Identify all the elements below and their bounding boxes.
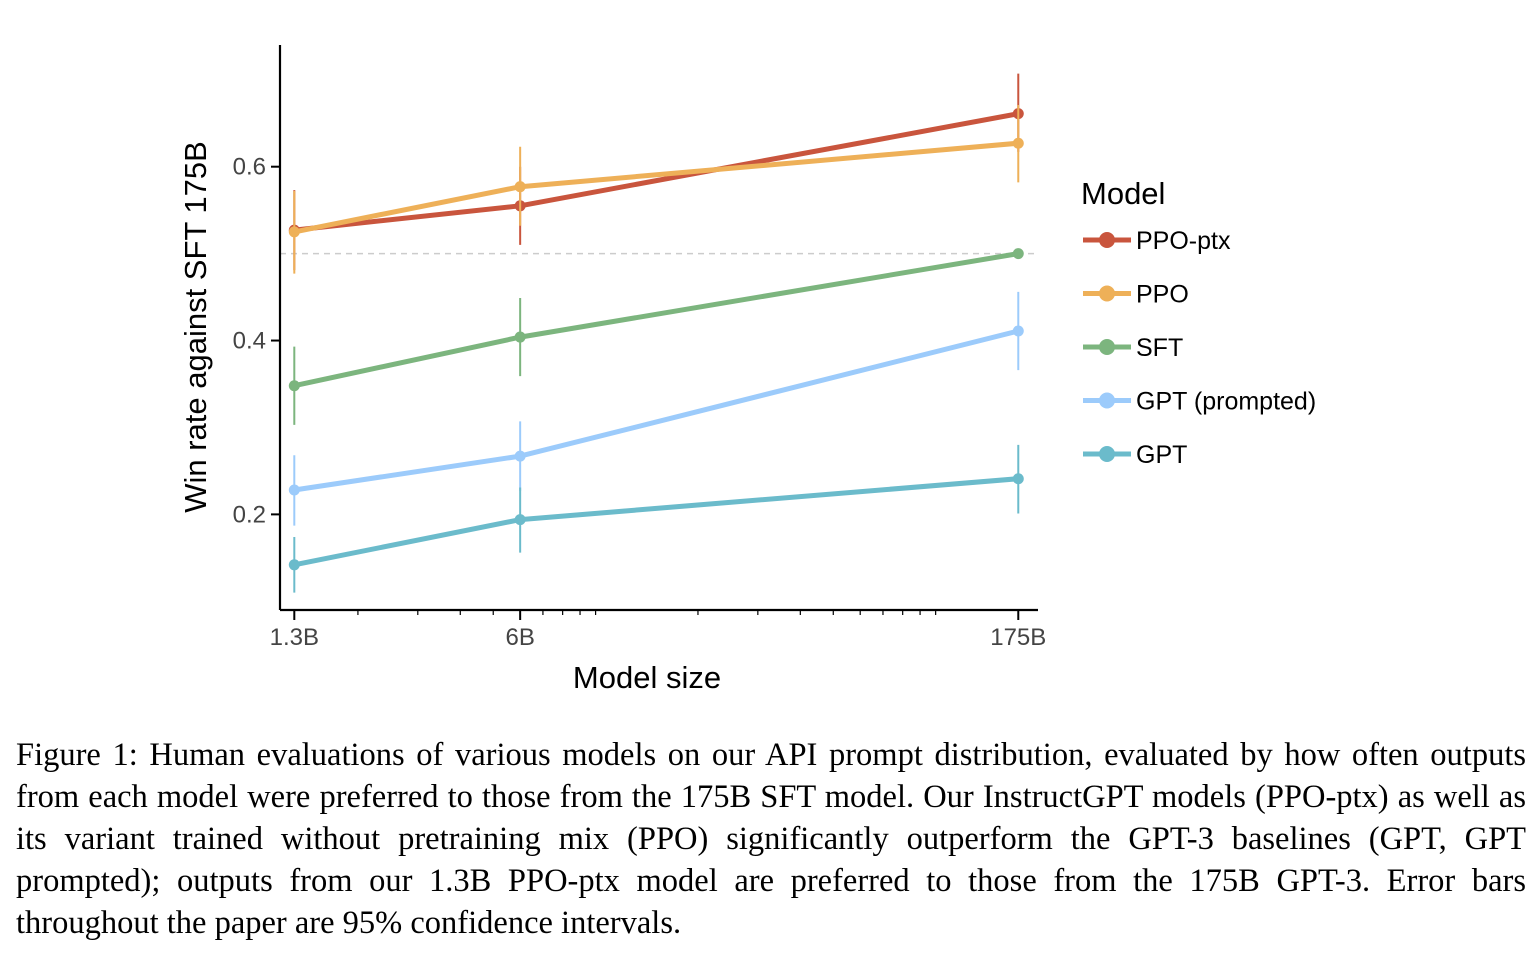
legend-label: GPT (prompted) bbox=[1136, 388, 1316, 416]
series-sft bbox=[288, 248, 1024, 425]
legend-label: GPT bbox=[1136, 441, 1187, 469]
x-tick-label: 6B bbox=[505, 624, 534, 651]
x-tick-label: 175B bbox=[990, 624, 1046, 651]
legend-swatch-marker bbox=[1099, 285, 1115, 302]
data-point bbox=[1012, 325, 1024, 337]
legend-label: PPO-ptx bbox=[1136, 227, 1231, 255]
data-point bbox=[1012, 137, 1024, 149]
legend-item: SFT bbox=[1083, 334, 1183, 362]
data-point bbox=[514, 450, 526, 462]
figure-caption: Figure 1: Human evaluations of various m… bbox=[16, 737, 1526, 941]
legend-item: PPO bbox=[1083, 281, 1189, 309]
legend-swatch-marker bbox=[1099, 232, 1115, 248]
y-tick-label: 0.2 bbox=[233, 501, 266, 528]
series-line bbox=[291, 251, 1021, 389]
series-ppo bbox=[288, 104, 1024, 274]
legend-title: Model bbox=[1081, 176, 1165, 211]
series-line bbox=[291, 476, 1021, 568]
legend-swatch-marker bbox=[1099, 339, 1115, 355]
legend-swatch-marker bbox=[1099, 392, 1115, 409]
data-point bbox=[514, 331, 526, 343]
legend-label: PPO bbox=[1136, 281, 1189, 309]
data-point bbox=[288, 484, 300, 496]
data-point bbox=[1012, 248, 1024, 260]
x-axis-title: Model size bbox=[573, 660, 721, 695]
legend-item: GPT bbox=[1083, 441, 1187, 469]
x-tick-label: 1.3B bbox=[270, 624, 319, 651]
axes-layer bbox=[278, 45, 1038, 612]
legend-swatch-marker bbox=[1099, 446, 1115, 462]
series-line bbox=[291, 328, 1021, 493]
data-point bbox=[1012, 473, 1024, 485]
data-point bbox=[288, 380, 300, 392]
data-point bbox=[514, 181, 526, 193]
legend-item: GPT (prompted) bbox=[1083, 388, 1316, 416]
series-ppo-ptx bbox=[288, 73, 1024, 271]
legend-items: PPO-ptx PPO SFT GPT (prompted) GPT bbox=[1083, 227, 1316, 469]
y-tick-label: 0.6 bbox=[233, 154, 266, 181]
line-chart: 0.2 0.4 0.6 1.3B 6B 175B Model size Win rate … bbox=[178, 45, 1316, 695]
data-point bbox=[288, 559, 300, 571]
y-tick-label: 0.4 bbox=[233, 328, 266, 355]
y-axis-title: Win rate against SFT 175B bbox=[178, 141, 213, 513]
legend-label: SFT bbox=[1136, 334, 1183, 362]
series-gpt bbox=[288, 444, 1024, 593]
legend-item: PPO-ptx bbox=[1083, 227, 1231, 255]
series-gpt-prompted bbox=[288, 291, 1024, 526]
legend: Model PPO-ptx PPO SFT GPT (prompted) GPT bbox=[1081, 176, 1316, 469]
data-point bbox=[288, 226, 300, 238]
series-layer bbox=[288, 73, 1024, 593]
data-point bbox=[514, 514, 526, 526]
ticks-layer: 0.2 0.4 0.6 1.3B 6B 175B bbox=[233, 154, 1047, 651]
